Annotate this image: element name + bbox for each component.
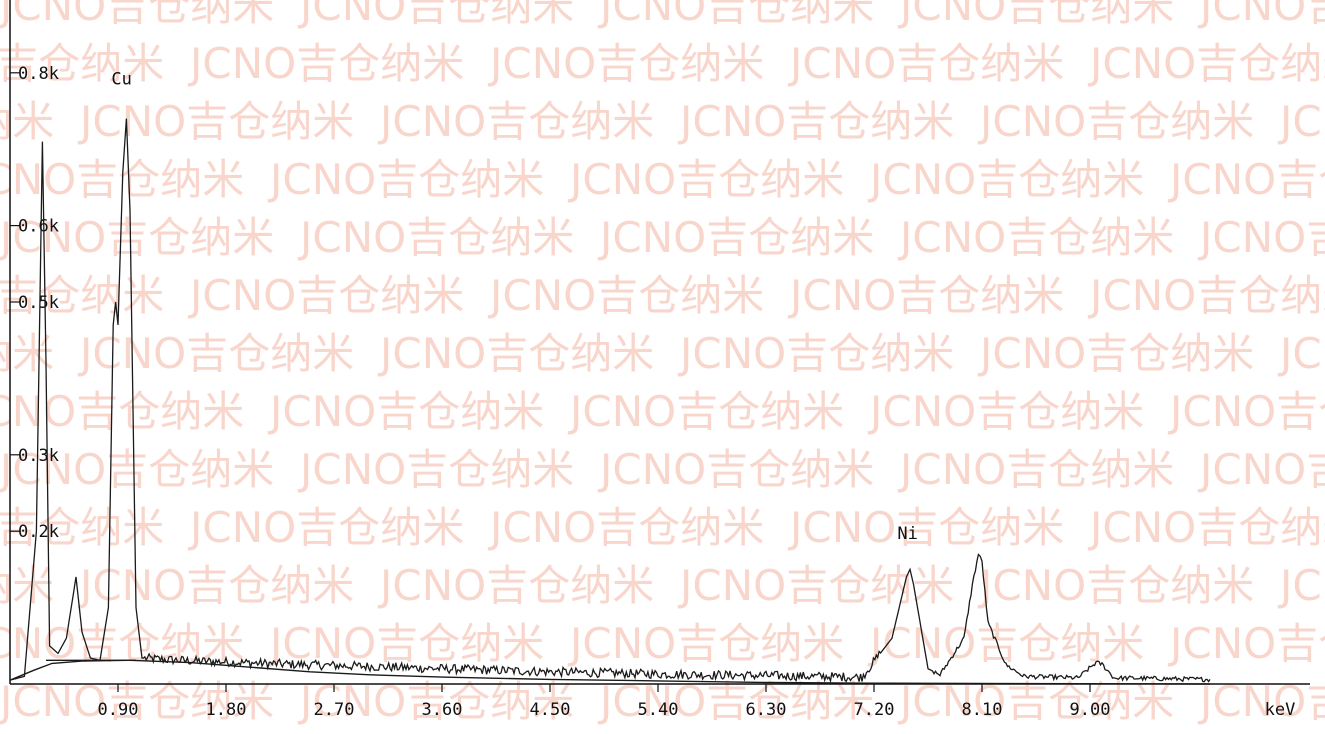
watermark-text: JCNO吉仓纳米 xyxy=(1277,97,1325,146)
watermark-text: JCNO吉仓纳米 xyxy=(0,445,274,494)
watermark-text: JCNO吉仓纳米 xyxy=(897,0,1174,30)
watermark-text: JCNO吉仓纳米 xyxy=(297,213,574,262)
watermark-text: JCNO吉仓纳米 xyxy=(187,503,464,552)
watermark-text: JCNO吉仓纳米 xyxy=(0,271,164,320)
watermark-text: JCNO吉仓纳米 xyxy=(1167,155,1325,204)
watermark-text: JCNO吉仓纳米 xyxy=(567,619,844,668)
background-curve xyxy=(9,659,1211,685)
watermark-text: JCNO吉仓纳米 xyxy=(867,387,1144,436)
x-tick-label: 0.90 xyxy=(98,700,139,720)
watermark-text: JCNO吉仓纳米 xyxy=(977,97,1254,146)
watermark-text: JCNO吉仓纳米 xyxy=(897,445,1174,494)
watermark-text: JCNO吉仓纳米 xyxy=(867,619,1144,668)
x-tick-label: 9.00 xyxy=(1070,700,1111,720)
watermark-text: JCNO吉仓纳米 xyxy=(0,39,164,88)
y-tick-label: 0.5k xyxy=(18,293,59,313)
y-ticks: 0.2k 0.3k 0.5k 0.6k 0.8k xyxy=(10,64,59,542)
y-tick-label: 0.8k xyxy=(18,64,59,84)
watermark-text: JCNO吉仓纳米 xyxy=(787,271,1064,320)
watermark-text: JCNO吉仓纳米 xyxy=(297,677,574,726)
x-tick-label: 2.70 xyxy=(314,700,355,720)
watermark-text: JCNO吉仓纳米 xyxy=(0,213,274,262)
spectrum-series xyxy=(9,118,1211,685)
watermark-text: JCNO吉仓纳米 xyxy=(77,561,354,610)
watermark-text: JCNO吉仓纳米 xyxy=(1197,677,1325,726)
watermark-text: JCNO吉仓纳米 xyxy=(677,329,954,378)
watermark-text: JCNO吉仓纳米 xyxy=(897,213,1174,262)
watermark-text: JCNO吉仓纳米 xyxy=(1197,445,1325,494)
watermark-text: JCNO吉仓纳米 xyxy=(377,329,654,378)
peak-labels: Cu Ni xyxy=(111,69,917,544)
watermark-text: JCNO吉仓纳米 xyxy=(1087,503,1325,552)
watermark-text: JCNO吉仓纳米 xyxy=(897,677,1174,726)
watermark-text: JCNO吉仓纳米 xyxy=(297,445,574,494)
watermark-text: JCNO吉仓纳米 xyxy=(677,561,954,610)
watermark-text: JCNO吉仓纳米 xyxy=(1277,329,1325,378)
watermark-text: JCNO吉仓纳米 xyxy=(487,271,764,320)
watermark-text: JCNO吉仓纳米 xyxy=(1197,0,1325,30)
watermark-text: JCNO吉仓纳米 xyxy=(487,503,764,552)
watermark-text: JCNO吉仓纳米 xyxy=(597,0,874,30)
watermark-text: JCNO吉仓纳米 xyxy=(787,503,1064,552)
peak-label: Cu xyxy=(111,69,131,89)
y-tick-label: 0.3k xyxy=(18,446,59,466)
watermark-text: JCNO吉仓纳米 xyxy=(267,387,544,436)
watermark-text: JCNO吉仓纳米 xyxy=(0,387,244,436)
watermark-text: JCNO吉仓纳米 xyxy=(1087,271,1325,320)
y-tick-label: 0.2k xyxy=(18,522,59,542)
watermark-text: JCNO吉仓纳米 xyxy=(267,619,544,668)
watermark-text: JCNO吉仓纳米 xyxy=(1087,39,1325,88)
watermark-text: JCNO吉仓纳米 xyxy=(1197,213,1325,262)
x-tick-label: 3.60 xyxy=(422,700,463,720)
watermark-text: JCNO吉仓纳米 xyxy=(1167,387,1325,436)
x-tick-label: 5.40 xyxy=(638,700,679,720)
spectrum-trace xyxy=(9,118,1211,684)
watermark-text: JCNO吉仓纳米 xyxy=(597,213,874,262)
x-tick-label: 1.80 xyxy=(206,700,247,720)
watermark-text: JCNO吉仓纳米 xyxy=(377,97,654,146)
x-tick-label: 7.20 xyxy=(854,700,895,720)
x-tick-label: 4.50 xyxy=(530,700,571,720)
watermark-text: JCNO吉仓纳米 xyxy=(1277,561,1325,610)
watermark-text: JCNO吉仓纳米 xyxy=(187,39,464,88)
watermark-text: JCNO吉仓纳米 xyxy=(187,271,464,320)
y-tick-label: 0.6k xyxy=(18,217,59,237)
watermark-text: JCNO吉仓纳米 xyxy=(77,97,354,146)
x-axis-unit-label: keV xyxy=(1265,700,1296,720)
watermark-text: JCNO吉仓纳米 xyxy=(597,445,874,494)
watermark-text: JCNO吉仓纳米 xyxy=(377,561,654,610)
watermark-text: JCNO吉仓纳米 xyxy=(977,561,1254,610)
watermark-text: JCNO吉仓纳米 xyxy=(567,387,844,436)
watermark-text: JCNO吉仓纳米 xyxy=(267,155,544,204)
watermark-text: JCNO吉仓纳米 xyxy=(0,0,274,30)
watermark-text: JCNO吉仓纳米 xyxy=(977,329,1254,378)
watermark-text: JCNO吉仓纳米 xyxy=(0,561,54,610)
x-tick-label: 6.30 xyxy=(746,700,787,720)
watermark-text: JCNO吉仓纳米 xyxy=(0,677,274,726)
watermark-text: JCNO吉仓纳米 xyxy=(787,39,1064,88)
watermark-text: JCNO吉仓纳米 xyxy=(297,0,574,30)
x-tick-label: 8.10 xyxy=(962,700,1003,720)
x-ticks: 0.90 1.80 2.70 3.60 4.50 5.40 6.30 7.20 8.10 9.00 xyxy=(98,684,1111,720)
watermark-text: JCNO吉仓纳米 xyxy=(867,155,1144,204)
watermark-text: JCNO吉仓纳米 xyxy=(0,97,54,146)
watermark-text: JCNO吉仓纳米 xyxy=(567,155,844,204)
watermark-text: JCNO吉仓纳米 xyxy=(597,677,874,726)
peak-label: Ni xyxy=(897,524,917,544)
watermark-text: JCNO吉仓纳米 xyxy=(677,97,954,146)
watermark-text: JCNO吉仓纳米 xyxy=(0,503,164,552)
watermark-text: JCNO吉仓纳米 xyxy=(1167,619,1325,668)
watermark-text: JCNO吉仓纳米 xyxy=(487,39,764,88)
watermark-text: JCNO吉仓纳米 xyxy=(77,329,354,378)
